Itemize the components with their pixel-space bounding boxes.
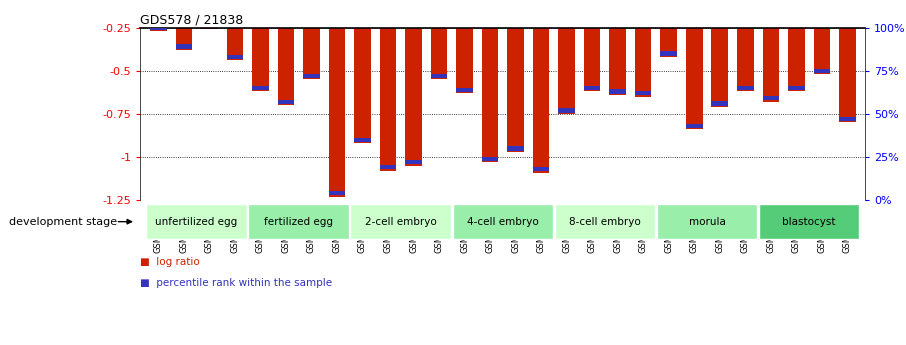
Bar [304,74,320,78]
Bar [351,204,451,239]
Bar [430,28,448,79]
Bar [533,28,549,172]
Bar [839,117,855,121]
Bar [354,138,371,142]
Bar [252,28,269,91]
Bar [554,204,655,239]
Bar [329,191,345,195]
Bar [558,108,575,112]
Bar [759,204,860,239]
Bar [558,28,575,114]
Bar [788,28,805,91]
Bar [457,88,473,92]
Bar [686,28,702,129]
Bar [430,74,448,78]
Text: 8-cell embryo: 8-cell embryo [569,217,641,227]
Bar [507,146,524,150]
Bar [660,28,677,57]
Text: 2-cell embryo: 2-cell embryo [365,217,437,227]
Bar [711,101,728,106]
Bar [226,55,243,59]
Bar [277,28,294,105]
Bar [176,45,192,49]
Bar [453,204,553,239]
Bar [277,100,294,104]
Bar [304,28,320,79]
Bar [150,26,167,30]
Bar [146,204,246,239]
Text: unfertilized egg: unfertilized egg [156,217,237,227]
Bar [252,86,269,90]
Bar [457,28,473,93]
Bar [380,165,396,169]
Bar [610,89,626,93]
Bar [176,28,192,50]
Bar [660,51,677,56]
Bar [405,28,422,166]
Bar [226,28,243,60]
Text: fertilized egg: fertilized egg [265,217,333,227]
Bar [763,28,779,102]
Bar [635,28,651,97]
Bar [405,160,422,164]
Bar [814,28,830,74]
Bar [657,204,757,239]
Bar [711,28,728,107]
Bar [201,28,217,29]
Bar [610,28,626,95]
Bar [788,86,805,90]
Bar [635,91,651,95]
Text: development stage: development stage [9,217,117,227]
Text: blastocyst: blastocyst [783,217,836,227]
Bar [583,28,601,91]
Bar [380,28,396,171]
Bar [507,28,524,152]
Bar [737,86,754,90]
Text: ■  percentile rank within the sample: ■ percentile rank within the sample [140,278,333,288]
Bar [839,28,855,122]
Bar [329,28,345,197]
Bar [150,28,167,31]
Text: ■  log ratio: ■ log ratio [140,257,200,267]
Text: GDS578 / 21838: GDS578 / 21838 [140,13,244,27]
Bar [533,167,549,171]
Text: 4-cell embryo: 4-cell embryo [467,217,539,227]
Text: morula: morula [689,217,726,227]
Bar [201,24,217,28]
Bar [354,28,371,143]
Bar [482,157,498,161]
Bar [814,69,830,73]
Bar [248,204,349,239]
Bar [583,86,601,90]
Bar [482,28,498,162]
Bar [686,124,702,128]
Bar [737,28,754,91]
Bar [763,96,779,100]
